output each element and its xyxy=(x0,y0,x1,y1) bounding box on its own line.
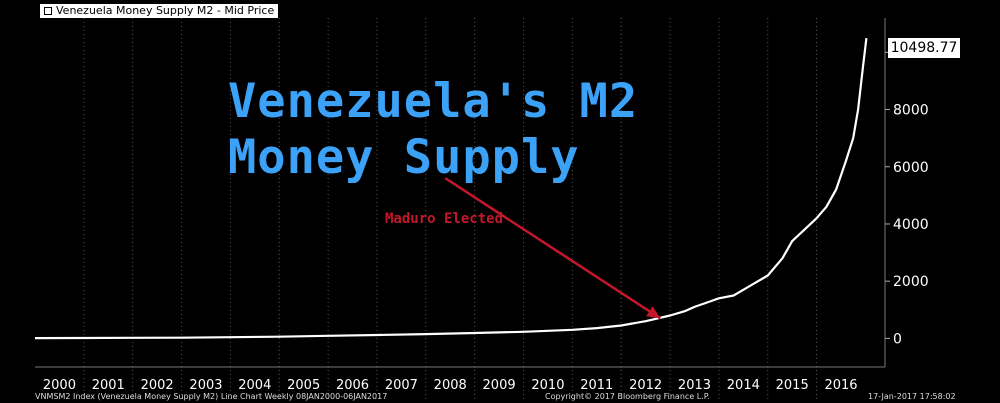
y-tick-label-8000: 8000 xyxy=(893,103,929,119)
x-tick-label-2000: 2000 xyxy=(43,378,76,393)
x-tick-label-2004: 2004 xyxy=(238,378,271,393)
y-axis-tick-labels: 0200040006000800010000 xyxy=(893,45,938,347)
annotation-maduro-elected: Maduro Elected xyxy=(385,211,504,227)
x-tick-label-2001: 2001 xyxy=(92,378,125,393)
chart-title-line-2: Money Supply xyxy=(228,130,580,185)
x-tick-label-2006: 2006 xyxy=(336,378,369,393)
x-tick-label-2015: 2015 xyxy=(776,378,809,393)
x-tick-label-2016: 2016 xyxy=(824,378,857,393)
x-tick-label-2010: 2010 xyxy=(531,378,564,393)
legend: Venezuela Money Supply M2 - Mid Price xyxy=(40,4,279,18)
footer-description: VNMSM2 Index (Venezuela Money Supply M2)… xyxy=(35,392,388,401)
x-tick-label-2011: 2011 xyxy=(580,378,613,393)
chart-title-line-1: Venezuela's M2 xyxy=(228,74,639,129)
x-tick-label-2012: 2012 xyxy=(629,378,662,393)
x-tick-label-2003: 2003 xyxy=(189,378,222,393)
x-tick-label-2013: 2013 xyxy=(678,378,711,393)
y-tick-label-2000: 2000 xyxy=(893,274,929,290)
x-tick-label-2014: 2014 xyxy=(727,378,760,393)
annotation-arrow-layer xyxy=(444,177,661,320)
footer-copyright: Copyright© 2017 Bloomberg Finance L.P. xyxy=(545,392,710,401)
annotation-arrow-shaft xyxy=(444,177,661,320)
x-axis-tick-labels: 2000 2001 2002 2003 2004 2005 2006 2007 2008 2009… xyxy=(43,378,858,393)
footer-timestamp: 17-Jan-2017 17:58:02 xyxy=(868,392,956,401)
last-value-label: 10498.77 xyxy=(888,38,960,58)
series-layer xyxy=(34,37,868,340)
y-tick-label-4000: 4000 xyxy=(893,217,929,233)
series-line xyxy=(34,37,868,340)
legend-swatch xyxy=(44,7,52,15)
y-tick-label-6000: 6000 xyxy=(893,160,929,176)
x-tick-label-2007: 2007 xyxy=(385,378,418,393)
annotation-arrow-head xyxy=(646,306,661,319)
x-tick-label-2008: 2008 xyxy=(434,378,467,393)
legend-label: Venezuela Money Supply M2 - Mid Price xyxy=(56,4,275,17)
axes xyxy=(35,18,890,368)
x-tick-label-2005: 2005 xyxy=(287,378,320,393)
y-tick-label-0: 0 xyxy=(893,331,902,347)
x-tick-label-2002: 2002 xyxy=(141,378,174,393)
x-tick-label-2009: 2009 xyxy=(483,378,516,393)
